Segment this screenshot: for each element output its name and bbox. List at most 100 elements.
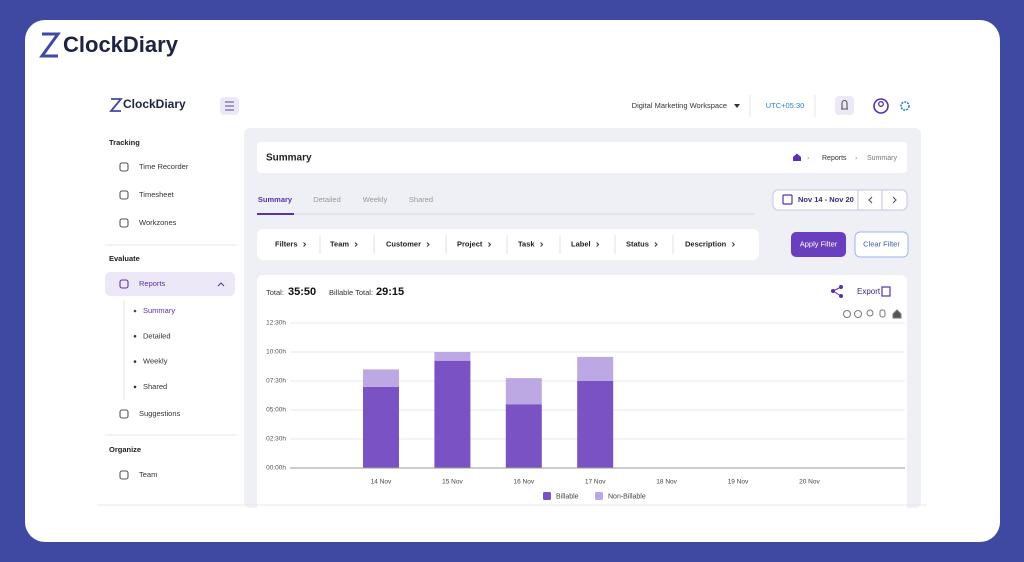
timezone[interactable]: UTC+05:30	[766, 101, 805, 110]
tab[interactable]: Summary	[258, 195, 293, 204]
clear-label: Clear Filter	[863, 239, 900, 248]
date-range[interactable]: Nov 14 - Nov 20	[798, 195, 854, 204]
sub-item[interactable]: Weekly	[143, 357, 168, 366]
app-logo-icon	[109, 98, 123, 112]
share-icon[interactable]	[831, 285, 843, 298]
notifications[interactable]	[835, 96, 854, 115]
bullet	[133, 335, 137, 338]
filter-chevron	[731, 242, 735, 247]
filter[interactable]: Filters	[275, 239, 298, 248]
tabs: Summary Detailed Weekly Shared	[258, 195, 433, 204]
filter-chevron	[488, 242, 492, 247]
billable-total: 29:15	[376, 286, 404, 298]
bar	[505, 378, 542, 405]
filter[interactable]: Description	[685, 239, 727, 248]
prev-button[interactable]	[868, 196, 873, 204]
chevron	[217, 282, 225, 287]
brand: ClockDiary	[63, 32, 179, 57]
clear-button[interactable]	[854, 231, 909, 258]
legend-label[interactable]: Billable	[556, 493, 579, 500]
sub-item[interactable]: Summary	[143, 306, 175, 315]
y-tick-label: 07:30h	[266, 378, 286, 385]
legend-label[interactable]: Non-Billable	[608, 493, 646, 500]
bar	[363, 369, 399, 387]
filter[interactable]: Project	[457, 239, 483, 248]
bar	[363, 386, 399, 468]
calendar-icon	[782, 194, 793, 205]
nav-icon	[119, 409, 129, 419]
tab[interactable]: Weekly	[363, 195, 388, 204]
nav-item[interactable]: Timesheet	[139, 190, 175, 199]
reset[interactable]	[892, 309, 902, 319]
chart: 00:00h 02:30h 05:00h 07:30h 10:00h 12:30h 14 N…	[266, 320, 905, 500]
app-logo: ClockDiary	[123, 97, 186, 111]
y-tick-label: 00:00h	[266, 465, 286, 472]
bullet	[133, 309, 137, 313]
user-icon[interactable]	[873, 98, 889, 114]
x-tick-label: 18 Nov	[656, 479, 677, 486]
export-icon	[881, 286, 891, 297]
bullet	[133, 360, 137, 363]
total: 35:50	[288, 286, 316, 298]
nav-item[interactable]: Suggestions	[139, 409, 181, 418]
caret	[734, 104, 740, 108]
x-tick-label: 15 Nov	[442, 479, 463, 486]
x-tick-label: 14 Nov	[371, 479, 392, 486]
legend-swatch	[543, 492, 551, 500]
page-title: Summary	[266, 153, 312, 164]
nav-icon	[119, 279, 129, 289]
nav-icon	[119, 162, 129, 172]
title-bar	[257, 142, 907, 173]
breadcrumb-sep: ›	[807, 155, 810, 162]
filter[interactable]: Task	[518, 239, 535, 248]
section-title: Evaluate	[109, 254, 140, 263]
settings-icon[interactable]	[900, 101, 910, 111]
bar	[577, 381, 614, 468]
date-picker	[772, 189, 908, 211]
tab[interactable]: Detailed	[313, 195, 341, 204]
breadcrumb[interactable]: Reports	[822, 155, 847, 162]
billable-label: Billable Total:	[329, 288, 373, 297]
bar	[434, 360, 471, 468]
filter-chevron	[303, 242, 307, 247]
filter-bar	[257, 229, 759, 260]
nav-item[interactable]: Workzones	[139, 218, 177, 227]
filter-chevron	[596, 242, 600, 247]
next-button[interactable]	[892, 196, 897, 204]
zoom-in[interactable]	[843, 310, 851, 318]
y-tick-label: 12:30h	[266, 320, 286, 327]
chart-toolbar	[843, 309, 902, 319]
nav-icon	[119, 470, 129, 480]
apply-button[interactable]	[791, 232, 846, 257]
filter[interactable]: Team	[330, 239, 349, 248]
tab[interactable]: Shared	[409, 195, 433, 204]
filter[interactable]: Status	[626, 239, 649, 248]
bullet	[133, 385, 137, 389]
zoom[interactable]	[866, 309, 874, 317]
breadcrumb: Summary	[867, 155, 897, 162]
zoom-out[interactable]	[854, 310, 862, 318]
workspace[interactable]: Digital Marketing Workspace	[632, 101, 727, 110]
bar	[505, 404, 542, 468]
nav-item[interactable]: Team	[139, 470, 157, 479]
x-tick-label: 16 Nov	[513, 479, 534, 486]
filter[interactable]: Label	[571, 239, 591, 248]
filter-chevron	[540, 242, 544, 247]
filter[interactable]: Customer	[386, 239, 421, 248]
sub-item[interactable]: Detailed	[143, 331, 171, 340]
x-tick-label: 17 Nov	[585, 479, 606, 486]
sub-item[interactable]: Shared	[143, 382, 167, 391]
y-tick-label: 10:00h	[266, 349, 286, 356]
pan[interactable]	[879, 309, 886, 318]
export[interactable]: Export	[857, 287, 881, 296]
home-icon[interactable]	[793, 153, 801, 162]
brand-icon	[39, 32, 61, 58]
x-tick-label: 19 Nov	[728, 479, 749, 486]
sidebar: Tracking Time Recorder Timesheet Workzones E…	[105, 138, 237, 480]
apply-label: Apply Filter	[800, 239, 838, 248]
breadcrumb-sep: ›	[855, 155, 858, 162]
filter-chevron	[654, 242, 658, 247]
nav-item[interactable]: Reports	[139, 279, 166, 288]
nav-item[interactable]: Time Recorder	[139, 162, 189, 171]
total-label: Total:	[266, 288, 284, 297]
